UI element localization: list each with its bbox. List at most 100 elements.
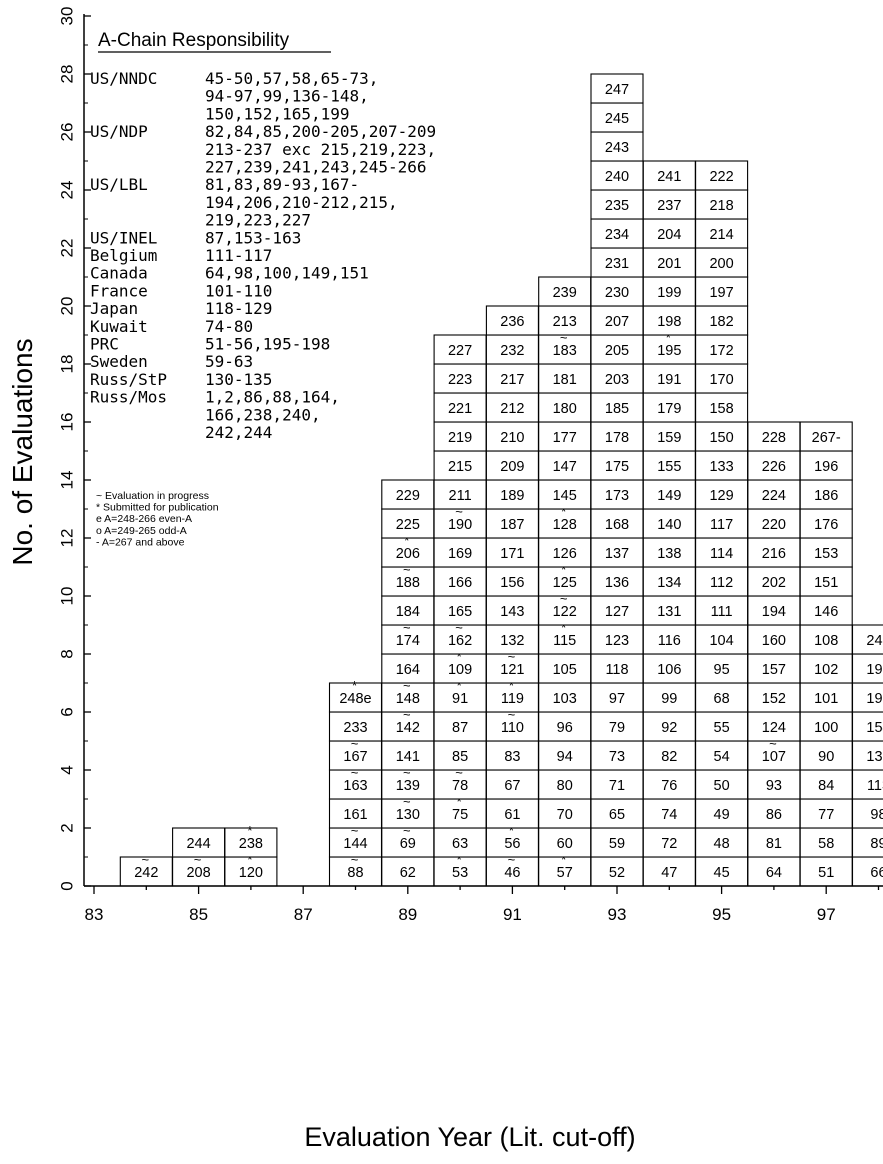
bar-cell-label: 94 xyxy=(557,749,573,765)
panel-entry-range: 64,98,100,149,151 xyxy=(205,264,369,283)
bar-cell-label: 106 xyxy=(657,662,681,678)
bar-cell-label: 125 xyxy=(553,575,577,591)
bar-cell-box xyxy=(433,537,487,568)
bar-cell: 74 xyxy=(642,798,696,829)
bar-cell-label: 200 xyxy=(709,256,733,272)
bar-stack: 57*6070809496103105115*122~125*126128*14… xyxy=(538,276,592,887)
bar-cell: 92 xyxy=(642,711,696,742)
panel-entry-range: 94-97,99,136-148, xyxy=(205,87,369,106)
bar-cell-box xyxy=(642,160,696,191)
bar-cell: 214 xyxy=(695,218,749,249)
bar-cell-box xyxy=(119,856,173,887)
bar-cell-label: 174 xyxy=(396,633,420,649)
bar-cell-label: 99 xyxy=(661,691,677,707)
bar-cell-label: 118 xyxy=(605,662,628,678)
bar-cell-mark: ~ xyxy=(508,707,516,722)
bar-cell: 232 xyxy=(485,334,539,365)
bar-cell-label: 202 xyxy=(762,575,786,591)
bar-cell-label: 86 xyxy=(766,807,782,823)
bar-cell: 222 xyxy=(695,160,749,191)
bar-cell-label: 124 xyxy=(762,720,786,736)
bar-cell-box xyxy=(695,421,749,452)
bar-cell-mark: ~ xyxy=(508,649,516,664)
bar-cell-mark: ~ xyxy=(403,707,411,722)
bar-cell-label: 229 xyxy=(396,488,420,504)
bar-cell: 233 xyxy=(328,711,383,742)
bar-cell-box xyxy=(747,769,801,800)
bar-cell: 223 xyxy=(433,363,487,394)
bar-cell-label: 117 xyxy=(710,517,733,533)
bar-cell: 112 xyxy=(695,566,749,597)
bar-cell-mark: ~ xyxy=(142,852,150,867)
bar-cell-box xyxy=(642,305,696,336)
bar-cell: 69~ xyxy=(381,823,435,858)
bar-cell: 47 xyxy=(642,856,696,887)
bar-cell-label: 158 xyxy=(709,401,733,417)
bar-cell-label: 215 xyxy=(448,459,472,475)
bar-cell-label: 165 xyxy=(448,604,472,620)
bar-cell-label: 145 xyxy=(553,488,577,504)
bar-cell-label: 122 xyxy=(553,604,577,620)
bar-cell: 55 xyxy=(695,711,749,742)
bar-cell-label: 232 xyxy=(500,343,524,359)
bar-cell: 149 xyxy=(642,479,696,510)
bar-cell: 193 xyxy=(851,653,883,684)
bar-cell-box xyxy=(799,450,853,481)
bar-cell-box xyxy=(695,566,749,597)
bar-cell-mark: ~ xyxy=(403,794,411,809)
bar-cell-label: 157 xyxy=(762,662,786,678)
bar-cell: 49 xyxy=(695,798,749,829)
bar-cell: 160 xyxy=(747,624,801,655)
bar-cell: 141 xyxy=(381,740,435,771)
bar-stack: 47 72 74 76 82 92 99 106 116 131 134 138 140 149 155 15… xyxy=(642,160,696,887)
bar-cell-label: 149 xyxy=(657,488,681,504)
bar-cell: 126 xyxy=(538,537,592,568)
panel-entry-range: 111-117 xyxy=(205,246,272,265)
bar-cell-label: 59 xyxy=(609,836,625,852)
bar-cell-mark: ~ xyxy=(455,504,463,519)
bar-cell-box xyxy=(642,450,696,481)
bar-cell-label: 160 xyxy=(762,633,786,649)
bar-cell-mark: ~ xyxy=(403,620,411,635)
bar-cell: 138 xyxy=(642,537,696,568)
bar-cell-label: 120 xyxy=(239,865,263,881)
bar-cell-box xyxy=(485,508,539,539)
bar-cell-label: 213 xyxy=(553,314,577,330)
bar-cell-mark: * xyxy=(561,504,566,519)
bar-cell-box xyxy=(747,682,801,713)
bar-cell-box xyxy=(695,827,749,858)
bar-cell-mark: * xyxy=(247,852,252,867)
bar-cell-box xyxy=(433,827,487,858)
bar-cell-box xyxy=(485,537,539,568)
bar-cell-label: 199 xyxy=(657,285,681,301)
bar-cell: 81 xyxy=(747,827,801,858)
bar-cell: 67 xyxy=(485,769,539,800)
y-tick-label: 8 xyxy=(58,649,77,658)
panel-entry-range: 242,244 xyxy=(205,423,272,442)
bar-cell: 63 xyxy=(433,827,487,858)
bar-cell-box xyxy=(695,160,749,191)
bar-cell-box xyxy=(590,131,644,162)
bar-cell: 244 xyxy=(172,827,226,858)
bar-cell-label: 137 xyxy=(605,546,629,562)
y-tick-label: 16 xyxy=(58,413,77,432)
bar-cell-label: 234 xyxy=(605,227,629,243)
bar-cell-label: 107 xyxy=(762,749,786,765)
bar-cell: 104 xyxy=(695,624,749,655)
bar-cell: 80 xyxy=(538,769,592,800)
x-tick-label: 87 xyxy=(294,905,313,924)
bar-cell: 182 xyxy=(695,305,749,336)
bar-cell-label: 63 xyxy=(452,836,468,852)
bar-cell: 103 xyxy=(538,682,592,713)
bar-cell-label: 103 xyxy=(553,691,577,707)
bar-cell-box xyxy=(851,682,883,713)
bar-cell: 127 xyxy=(590,595,644,626)
bar-cell-box xyxy=(485,769,539,800)
panel-entry-range: 82,84,85,200-205,207-209 xyxy=(205,122,436,141)
bar-cell: 154 xyxy=(851,711,883,742)
panel-entry-range: 101-110 xyxy=(205,281,272,300)
bar-cell-box xyxy=(381,740,435,771)
bar-cell-box xyxy=(433,421,487,452)
